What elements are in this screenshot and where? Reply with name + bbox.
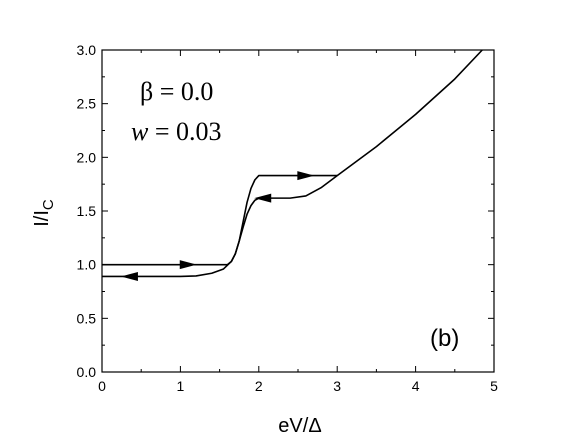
- direction-arrow: [120, 271, 138, 281]
- panel-label: (b): [430, 325, 459, 352]
- y-tick-label: 3.0: [77, 42, 97, 58]
- curves-layer: [102, 49, 483, 281]
- direction-arrow: [254, 193, 272, 203]
- y-tick-label: 0.0: [77, 364, 97, 380]
- direction-arrow: [179, 260, 197, 270]
- x-tick-label: 5: [490, 378, 498, 394]
- y-axis-title-sub: C: [40, 199, 57, 210]
- svg-text:I/IC: I/IC: [31, 199, 57, 227]
- w-value: = 0.03: [148, 117, 221, 146]
- x-tick-label: 3: [333, 378, 341, 394]
- x-tick-label: 0: [98, 378, 106, 394]
- w-annotation: w = 0.03: [131, 117, 222, 146]
- y-axis-title-main: I/I: [31, 210, 53, 227]
- y-tick-label: 1.0: [77, 257, 97, 273]
- beta-annotation: β = 0.0: [140, 77, 213, 106]
- x-tick-label: 4: [412, 378, 420, 394]
- y-axis-title: I/IC: [31, 199, 57, 227]
- x-tick-label: 2: [255, 378, 263, 394]
- x-tick-label: 1: [177, 378, 185, 394]
- y-tick-label: 0.5: [77, 310, 97, 326]
- ticks-layer: 0 1 2 3 4 5 0.0 0.5 1.0 1.5 2.0 2.5 3.0: [77, 42, 499, 394]
- w-variable: w: [131, 117, 149, 146]
- y-tick-label: 2.0: [77, 149, 97, 165]
- y-tick-label: 2.5: [77, 96, 97, 112]
- x-axis-title: eV/Δ: [278, 415, 321, 437]
- direction-arrow: [297, 171, 315, 181]
- series-line-2: [102, 49, 483, 278]
- y-tick-label: 1.5: [77, 203, 97, 219]
